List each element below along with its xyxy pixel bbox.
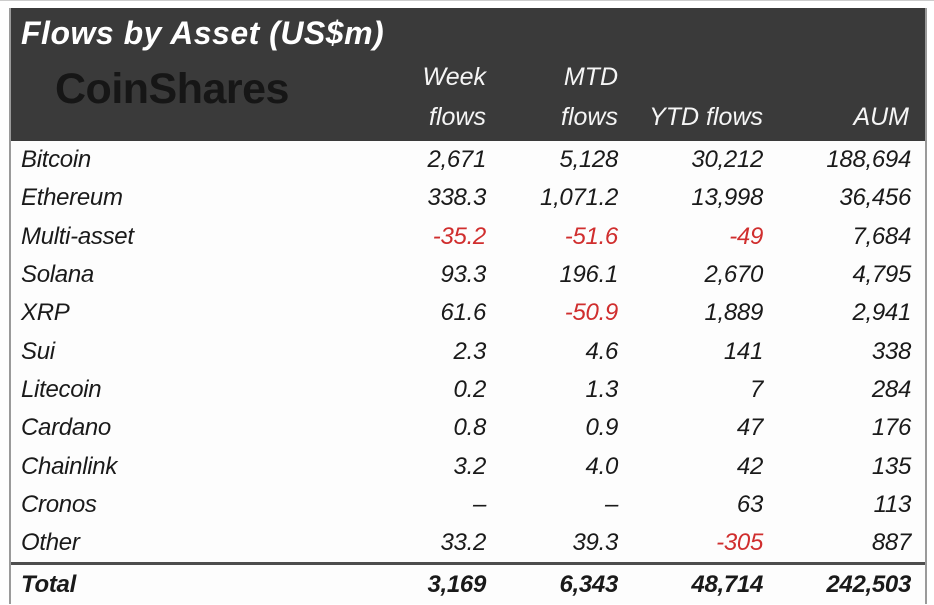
table-row: Sui 2.3 4.6 141 338 xyxy=(11,332,925,370)
ytd-flows-cell: -49 xyxy=(729,222,763,250)
mtd-flows-cell: -50.9 xyxy=(564,299,619,327)
table-row: Chainlink 3.2 4.0 42 135 xyxy=(11,447,925,485)
week-flows-cell: -35.2 xyxy=(432,222,487,250)
mtd-flows-cell: 5,128 xyxy=(559,146,618,174)
week-flows-cell: – xyxy=(472,490,486,518)
aum-cell: 2,941 xyxy=(852,299,911,327)
asset-name-cell: Total xyxy=(11,562,380,605)
table-row: Litecoin 0.2 1.3 7 284 xyxy=(11,371,925,409)
asset-name-cell: XRP xyxy=(21,299,70,327)
ytd-flows-cell: 141 xyxy=(723,337,763,365)
aum-cell: 242,503 xyxy=(763,562,925,605)
aum-cell: 338 xyxy=(871,337,911,365)
table-container: Flows by Asset (US$m) CoinShares Week fl… xyxy=(9,8,927,605)
aum-cell: 135 xyxy=(871,452,911,480)
asset-name-cell: Multi-asset xyxy=(21,222,134,250)
table-row: Other 33.2 39.3 -305 887 xyxy=(11,524,925,564)
asset-name-cell: Sui xyxy=(21,337,55,365)
column-header-ytd-flows: YTD flows xyxy=(649,103,763,131)
asset-name-cell: Cronos xyxy=(21,490,97,518)
mtd-flows-cell: -51.6 xyxy=(564,222,619,250)
mtd-flows-cell: 0.9 xyxy=(585,414,619,442)
table-row: Cardano 0.8 0.9 47 176 xyxy=(11,409,925,447)
mtd-flows-cell: – xyxy=(604,490,618,518)
ytd-flows-cell: 7 xyxy=(749,375,763,403)
week-flows-cell: 0.2 xyxy=(453,375,487,403)
mtd-flows-cell: 196.1 xyxy=(559,261,618,289)
table-row: Total 3,169 6,343 48,714 242,503 xyxy=(11,562,925,605)
top-border-line xyxy=(0,0,934,1)
table-row: Bitcoin 2,671 5,128 30,212 188,694 xyxy=(11,141,925,179)
table-row: Multi-asset -35.2 -51.6 -49 7,684 xyxy=(11,218,925,256)
asset-name-cell: Litecoin xyxy=(21,375,102,403)
aum-cell: 284 xyxy=(871,375,911,403)
ytd-flows-cell: 30,212 xyxy=(691,146,763,174)
mtd-flows-cell: 39.3 xyxy=(572,529,618,557)
asset-name-cell: Solana xyxy=(21,261,94,289)
week-flows-cell: 33.2 xyxy=(440,529,486,557)
ytd-flows-cell: 63 xyxy=(736,490,763,518)
table-row: XRP 61.6 -50.9 1,889 2,941 xyxy=(11,294,925,332)
column-header-week-flows: Week flows xyxy=(422,63,486,131)
aum-cell: 887 xyxy=(871,529,911,557)
mtd-flows-cell: 4.0 xyxy=(585,452,619,480)
mtd-flows-cell: 1.3 xyxy=(585,375,619,403)
week-flows-cell: 2.3 xyxy=(453,337,487,365)
table-header-band: Flows by Asset (US$m) CoinShares Week fl… xyxy=(11,8,925,141)
column-header-mtd-flows: MTD flows xyxy=(561,63,618,131)
table-body: Bitcoin 2,671 5,128 30,212 188,694 Ether… xyxy=(11,141,925,605)
aum-cell: 36,456 xyxy=(839,184,911,212)
mtd-flows-cell: 4.6 xyxy=(585,337,619,365)
aum-cell: 188,694 xyxy=(826,146,911,174)
asset-name-cell: Other xyxy=(21,529,80,557)
week-flows-cell: 2,671 xyxy=(427,146,486,174)
mtd-flows-cell: 1,071.2 xyxy=(540,184,618,212)
coinshares-logo: CoinShares xyxy=(55,65,289,113)
week-flows-cell: 338.3 xyxy=(427,184,486,212)
aum-cell: 113 xyxy=(873,490,912,518)
ytd-flows-cell: 48,714 xyxy=(618,562,763,605)
aum-cell: 4,795 xyxy=(852,261,911,289)
week-flows-cell: 93.3 xyxy=(440,261,486,289)
asset-name-cell: Ethereum xyxy=(21,184,123,212)
week-flows-cell: 0.8 xyxy=(453,414,487,442)
column-headers: Week flows MTD flows YTD flows AUM xyxy=(380,57,925,141)
aum-cell: 176 xyxy=(871,414,911,442)
ytd-flows-cell: 2,670 xyxy=(704,261,763,289)
table-row: Solana 93.3 196.1 2,670 4,795 xyxy=(11,256,925,294)
week-flows-cell: 3.2 xyxy=(453,452,487,480)
table-row: Cronos – – 63 113 xyxy=(11,486,925,524)
column-header-aum: AUM xyxy=(853,103,909,131)
asset-name-cell: Cardano xyxy=(21,414,111,442)
asset-name-cell: Chainlink xyxy=(21,452,118,480)
week-flows-cell: 61.6 xyxy=(440,299,486,327)
page-title: Flows by Asset (US$m) xyxy=(21,15,385,51)
ytd-flows-cell: -305 xyxy=(716,529,763,557)
table-row: Ethereum 338.3 1,071.2 13,998 36,456 xyxy=(11,179,925,217)
ytd-flows-cell: 42 xyxy=(736,452,763,480)
flows-table: Bitcoin 2,671 5,128 30,212 188,694 Ether… xyxy=(11,141,925,605)
ytd-flows-cell: 13,998 xyxy=(691,184,763,212)
aum-cell: 7,684 xyxy=(852,222,911,250)
ytd-flows-cell: 1,889 xyxy=(704,299,763,327)
asset-name-cell: Bitcoin xyxy=(21,146,91,174)
mtd-flows-cell: 6,343 xyxy=(486,562,618,605)
week-flows-cell: 3,169 xyxy=(380,562,486,605)
ytd-flows-cell: 47 xyxy=(736,414,763,442)
